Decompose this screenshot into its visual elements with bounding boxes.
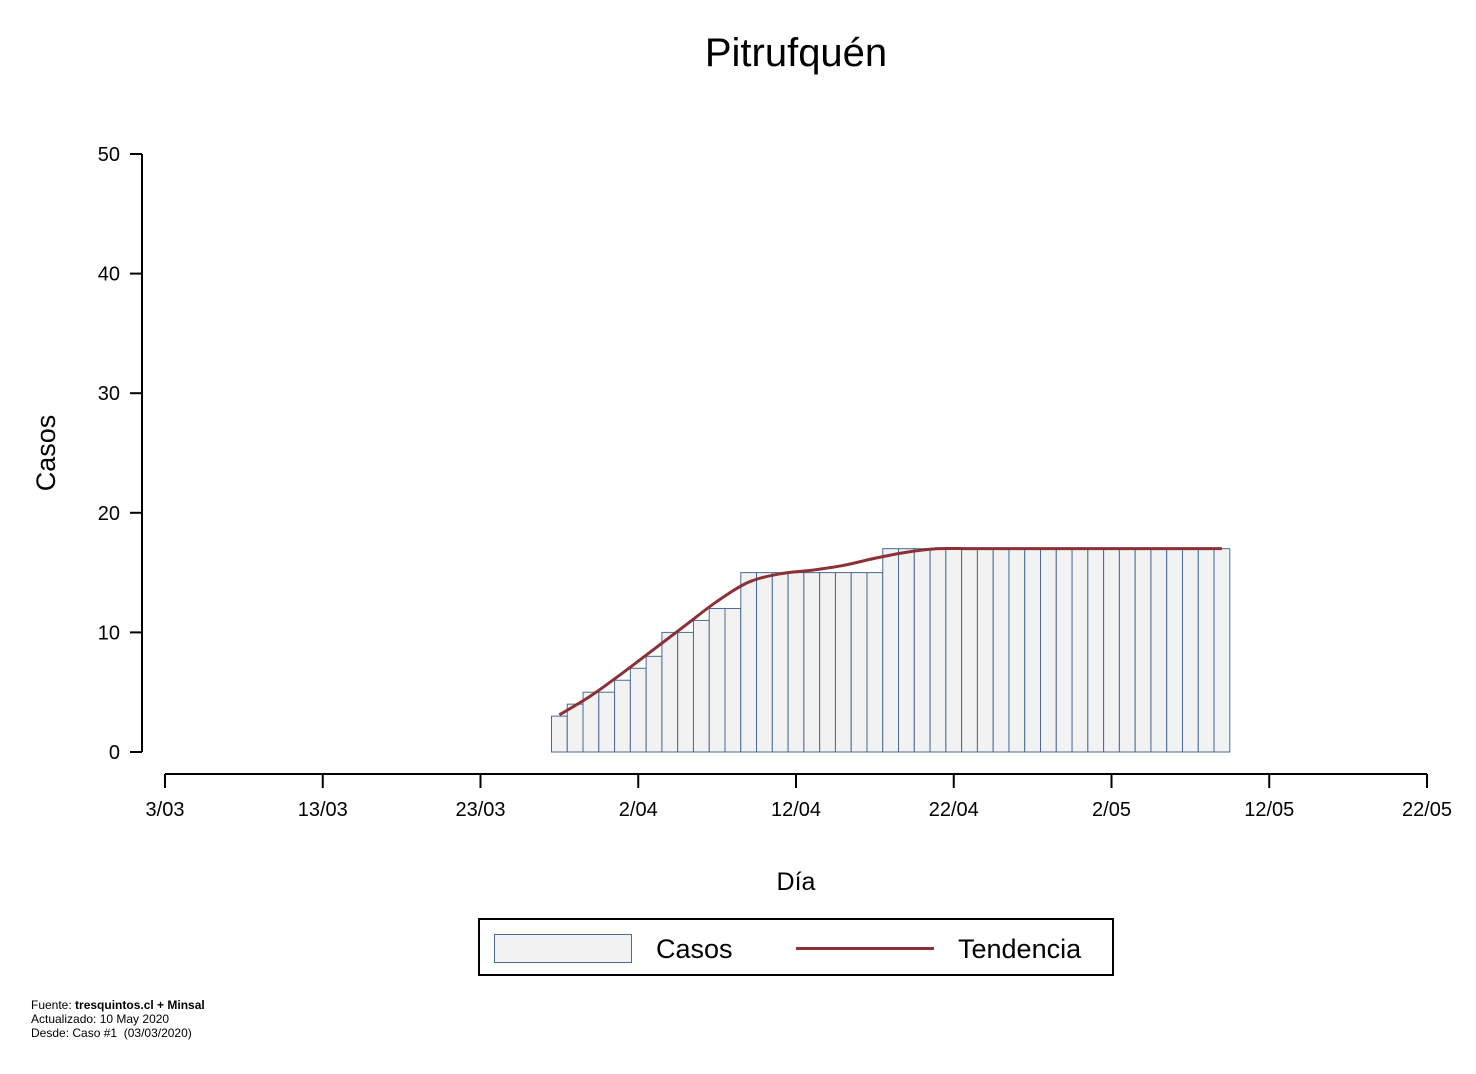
bar bbox=[913, 548, 931, 753]
bar bbox=[1197, 548, 1215, 753]
bar bbox=[850, 572, 868, 753]
bar bbox=[645, 655, 663, 753]
x-tick-label: 12/05 bbox=[1244, 799, 1294, 821]
legend-swatch-casos bbox=[494, 934, 632, 963]
bar bbox=[629, 667, 647, 753]
y-tick-label: 20 bbox=[98, 503, 120, 525]
footer-source: Fuente: tresquintos.cl + Minsal bbox=[31, 998, 205, 1012]
legend-swatch-tendencia bbox=[796, 947, 934, 950]
x-tick-label: 23/03 bbox=[455, 799, 505, 821]
bar bbox=[692, 619, 710, 753]
bar bbox=[819, 572, 836, 753]
bar bbox=[1150, 548, 1168, 753]
bar bbox=[1055, 548, 1073, 753]
bar bbox=[1008, 548, 1026, 753]
bar bbox=[898, 548, 915, 753]
bar bbox=[992, 548, 1010, 753]
bar bbox=[1103, 548, 1120, 753]
bar bbox=[598, 691, 616, 753]
x-tick-label: 2/05 bbox=[1092, 799, 1131, 821]
footer: Fuente: tresquintos.cl + Minsal Actualiz… bbox=[31, 998, 205, 1040]
bar bbox=[677, 631, 694, 753]
bar bbox=[976, 548, 994, 753]
bar bbox=[724, 607, 742, 753]
x-tick-label: 2/04 bbox=[619, 799, 658, 821]
x-axis: 3/03 13/03 23/03 2/04 12/04 22/04 2/05 12/05 22/… bbox=[146, 773, 1452, 821]
bar bbox=[740, 572, 758, 753]
y-tick-label: 40 bbox=[98, 264, 120, 286]
legend-label-tendencia: Tendencia bbox=[958, 934, 1082, 964]
chart-title: Pitrufquén bbox=[705, 31, 887, 75]
footer-since: Desde: Caso #1 (03/03/2020) bbox=[31, 1026, 192, 1040]
bar bbox=[882, 548, 900, 753]
y-axis-label: Casos bbox=[31, 415, 61, 492]
bar bbox=[1087, 548, 1105, 753]
bar bbox=[787, 572, 805, 753]
x-tick-label: 3/03 bbox=[146, 799, 185, 821]
bar bbox=[756, 572, 773, 753]
bar bbox=[866, 572, 884, 753]
trend-line bbox=[558, 546, 1222, 717]
bar bbox=[1166, 548, 1183, 753]
bar bbox=[661, 631, 679, 753]
legend-label-casos: Casos bbox=[656, 934, 733, 964]
bar bbox=[708, 607, 726, 753]
bar bbox=[1181, 548, 1199, 753]
x-axis-label: Día bbox=[777, 868, 816, 896]
y-axis: 0 10 20 30 40 50 bbox=[98, 144, 143, 764]
bar bbox=[1071, 548, 1089, 753]
bar bbox=[929, 548, 947, 753]
x-tick-label: 12/04 bbox=[771, 799, 821, 821]
x-tick-label: 13/03 bbox=[298, 799, 348, 821]
bar bbox=[1118, 548, 1136, 753]
bar bbox=[771, 572, 789, 753]
bar bbox=[614, 679, 631, 753]
x-tick-label: 22/05 bbox=[1402, 799, 1452, 821]
bars-group bbox=[550, 548, 1231, 753]
footer-updated: Actualizado: 10 May 2020 bbox=[31, 1012, 170, 1026]
bar bbox=[1024, 548, 1042, 753]
bar bbox=[582, 691, 600, 753]
bar bbox=[1213, 548, 1231, 753]
bar bbox=[550, 715, 568, 753]
y-tick-label: 0 bbox=[109, 742, 120, 764]
bar bbox=[834, 572, 852, 753]
bar bbox=[945, 548, 963, 753]
y-tick-label: 30 bbox=[98, 383, 120, 405]
legend: Casos Tendencia bbox=[478, 918, 1114, 976]
y-tick-label: 50 bbox=[98, 144, 120, 166]
bar bbox=[961, 548, 978, 753]
bar bbox=[1040, 548, 1057, 753]
trend-group bbox=[558, 546, 1222, 717]
y-tick-label: 10 bbox=[98, 622, 120, 644]
x-tick-label: 22/04 bbox=[929, 799, 979, 821]
bar bbox=[566, 703, 584, 753]
bar bbox=[1134, 548, 1152, 753]
bar bbox=[803, 572, 821, 753]
